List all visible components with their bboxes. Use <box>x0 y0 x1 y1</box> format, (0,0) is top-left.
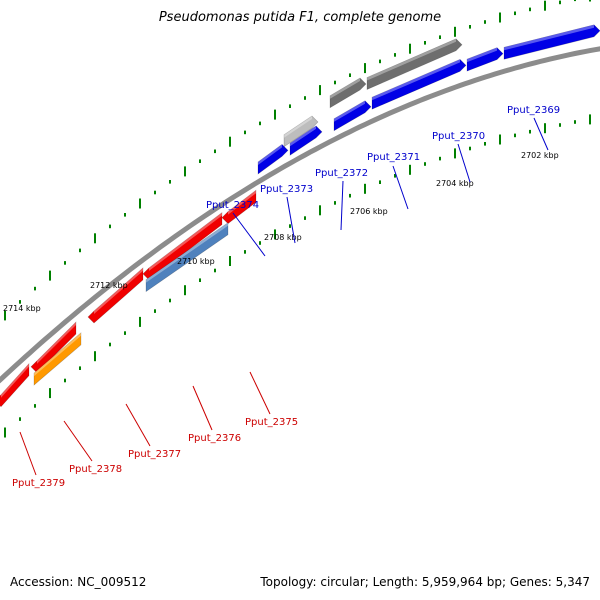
scale-labels: 2702 kbp 2704 kbp 2706 kbp 2708 kbp 2710 kbp… <box>3 151 559 313</box>
gene-label[interactable]: Pput_2371 <box>367 152 420 163</box>
gene-block[interactable] <box>466 47 504 72</box>
gene-label-leader <box>249 371 271 415</box>
gene-label[interactable]: Pput_2373 <box>260 184 313 195</box>
gene-block-highlight <box>504 24 594 51</box>
gene-block-highlight <box>34 332 81 377</box>
gene-label[interactable]: Pput_2378 <box>69 464 122 475</box>
gene-block-highlight <box>284 116 312 138</box>
gene-block-highlight <box>290 125 316 147</box>
gene-block[interactable] <box>221 189 257 224</box>
gene-block-highlight <box>258 144 282 165</box>
gene-block-highlight <box>330 78 360 99</box>
gene-label-leader <box>232 212 266 257</box>
gene-label-leader <box>533 117 549 151</box>
gene-block[interactable] <box>30 321 77 374</box>
gene-label-leader <box>286 196 296 244</box>
scale-label: 2710 kbp <box>177 257 215 266</box>
gene-block-highlight <box>149 212 222 271</box>
gene-label-leader <box>125 403 151 447</box>
genome-summary-text: Topology: circular; Length: 5,959,964 bp… <box>260 575 590 589</box>
gene-label[interactable]: Pput_2372 <box>315 168 368 179</box>
scale-label: 2704 kbp <box>436 179 474 188</box>
genome-backbone <box>0 46 600 384</box>
inner-scale-ticks <box>4 114 591 438</box>
gene-block[interactable] <box>329 77 367 109</box>
gene-block[interactable] <box>289 125 323 156</box>
scale-label: 2712 kbp <box>90 281 128 290</box>
gene-block[interactable] <box>283 115 319 148</box>
gene-label-leader <box>63 420 93 462</box>
gene-block-highlight <box>37 322 76 364</box>
gene-label-leader <box>392 165 409 210</box>
gene-block[interactable] <box>366 38 463 90</box>
gene-labels[interactable]: Pput_2369Pput_2370Pput_2371Pput_2372Pput… <box>12 105 560 489</box>
scale-label: 2708 kbp <box>264 233 302 242</box>
gene-label-leader <box>19 431 37 476</box>
gene-block[interactable] <box>503 24 600 60</box>
gene-block-highlight <box>146 222 228 283</box>
gene-features[interactable] <box>0 24 600 408</box>
gene-label[interactable]: Pput_2370 <box>432 131 485 142</box>
gene-block[interactable] <box>87 267 144 324</box>
gene-block[interactable] <box>0 362 30 408</box>
scale-label: 2706 kbp <box>350 207 388 216</box>
accession-text: Accession: NC_009512 <box>10 575 147 589</box>
gene-block[interactable] <box>371 59 467 110</box>
gene-block-highlight <box>1 363 29 398</box>
gene-label-leader <box>457 143 471 183</box>
gene-label[interactable]: Pput_2369 <box>507 105 560 116</box>
genome-title: Pseudomonas putida F1, complete genome <box>158 10 442 25</box>
gene-label[interactable]: Pput_2379 <box>12 478 65 489</box>
gene-block[interactable] <box>33 332 82 386</box>
gene-block[interactable] <box>257 144 289 175</box>
gene-label-leader <box>192 385 213 431</box>
gene-label[interactable]: Pput_2375 <box>245 417 298 428</box>
gene-label[interactable]: Pput_2376 <box>188 433 241 444</box>
gene-block-highlight <box>372 59 460 101</box>
gene-label[interactable]: Pput_2374 <box>206 200 259 211</box>
outer-scale-ticks <box>4 0 591 321</box>
gene-block-highlight <box>94 267 143 314</box>
gene-block-highlight <box>467 47 497 63</box>
gene-block-highlight <box>334 100 365 122</box>
gene-label-leader <box>340 180 344 231</box>
gene-block-highlight <box>367 38 456 81</box>
gene-block-highlight <box>228 190 256 215</box>
scale-label: 2702 kbp <box>521 151 559 160</box>
gene-block[interactable] <box>145 222 229 293</box>
gene-label[interactable]: Pput_2377 <box>128 449 181 460</box>
scale-label: 2714 kbp <box>3 304 41 313</box>
gene-block[interactable] <box>333 100 372 132</box>
